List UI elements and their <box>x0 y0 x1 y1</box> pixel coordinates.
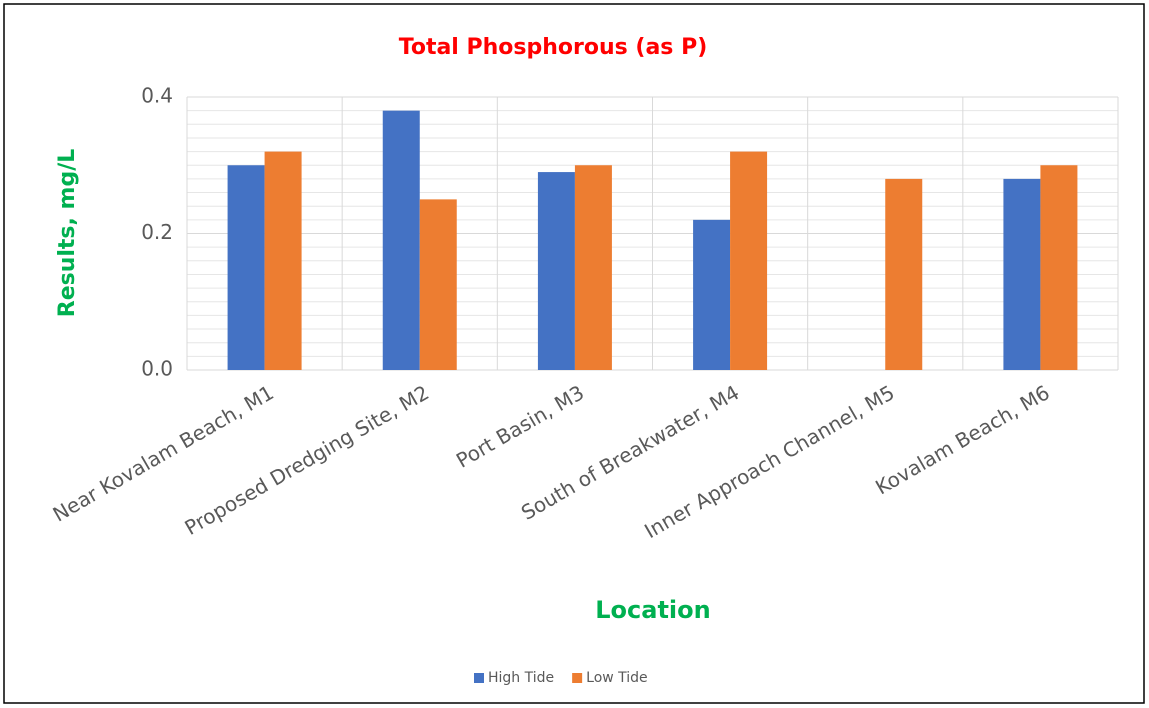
bar <box>264 151 302 370</box>
y-tick-label: 0.0 <box>141 357 173 381</box>
bar <box>885 178 923 370</box>
bar <box>1040 165 1078 370</box>
bar <box>537 172 575 370</box>
bar <box>227 165 265 370</box>
bar <box>1003 178 1041 370</box>
y-axis-label: Results, mg/L <box>55 149 80 318</box>
legend-label: Low Tide <box>586 670 648 686</box>
bar <box>419 199 457 370</box>
bar <box>730 151 768 370</box>
y-tick-label: 0.4 <box>141 84 173 108</box>
legend-label: High Tide <box>488 670 554 686</box>
x-axis-label: Location <box>595 596 710 624</box>
legend-swatch <box>572 673 583 683</box>
bar <box>693 219 731 370</box>
bar <box>574 165 612 370</box>
chart-title: Total Phosphorous (as P) <box>399 35 708 60</box>
legend-swatch <box>474 673 484 683</box>
bar <box>382 110 420 371</box>
y-tick-label: 0.2 <box>141 220 173 244</box>
